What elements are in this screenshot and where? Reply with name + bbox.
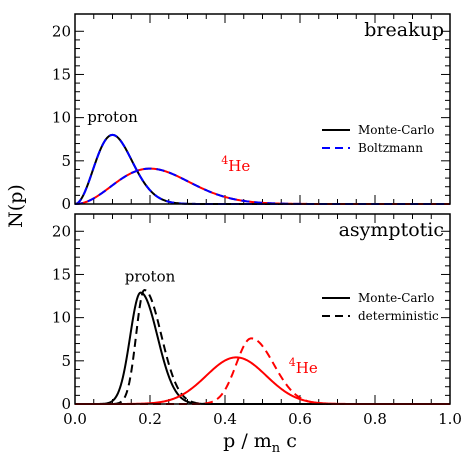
y-tick-label: 10: [52, 109, 71, 127]
annotation-helium-label: He: [296, 359, 318, 377]
panel-breakup: 0 5 10 15 20 breakup proton 4He Monte-Carlo Boltz…: [52, 13, 451, 213]
y-tick-label: 0: [61, 195, 71, 213]
x-tick-label: 0.0: [63, 410, 87, 428]
x-tick-label: 0.6: [288, 410, 312, 428]
x-tick-label: 1.0: [438, 410, 462, 428]
annotation-helium-superscript: 4: [221, 154, 228, 167]
x-tick-label: 0.2: [138, 410, 162, 428]
legend-label: Monte-Carlo: [358, 123, 434, 137]
x-axis-title-suffix: c: [280, 430, 297, 452]
annotation-helium-superscript: 4: [289, 356, 296, 369]
annotation-helium: 4He: [221, 154, 250, 175]
annotation-helium-label: He: [228, 157, 250, 175]
x-axis: 0.0 0.2 0.4 0.6 0.8 1.0: [63, 410, 462, 428]
panel-asymptotic: 0 5 10 15 20 asymptotic proton 4He Monte-Carlo de…: [52, 213, 451, 413]
annotation-proton: proton: [87, 108, 138, 126]
y-tick-label: 5: [61, 152, 71, 170]
legend-label: Boltzmann: [358, 141, 423, 155]
y-axis-title: N(p): [5, 184, 27, 228]
y-tick-label: 20: [52, 22, 71, 40]
panel-title: asymptotic: [339, 219, 444, 241]
x-tick-label: 0.8: [363, 410, 387, 428]
y-tick-label: 15: [52, 65, 71, 83]
x-axis-title: p / mn c: [223, 430, 297, 456]
annotation-helium: 4He: [289, 356, 318, 377]
y-tick-label: 10: [52, 309, 71, 327]
annotation-proton: proton: [125, 267, 176, 285]
x-axis-title-subscript: n: [272, 441, 281, 456]
panel-title: breakup: [364, 19, 444, 41]
legend-label: deterministic: [358, 309, 439, 323]
plot-frame: [74, 213, 451, 405]
x-tick-label: 0.4: [213, 410, 237, 428]
y-tick-label: 0: [61, 395, 71, 413]
series-helium-solid: [74, 356, 451, 405]
y-tick-label: 15: [52, 265, 71, 283]
series-helium-solid: [74, 167, 451, 205]
legend-label: Monte-Carlo: [358, 291, 434, 305]
y-tick-label: 20: [52, 222, 71, 240]
x-axis-title-main: p / m: [223, 430, 272, 452]
plot-frame: [74, 13, 451, 205]
y-tick-label: 5: [61, 352, 71, 370]
